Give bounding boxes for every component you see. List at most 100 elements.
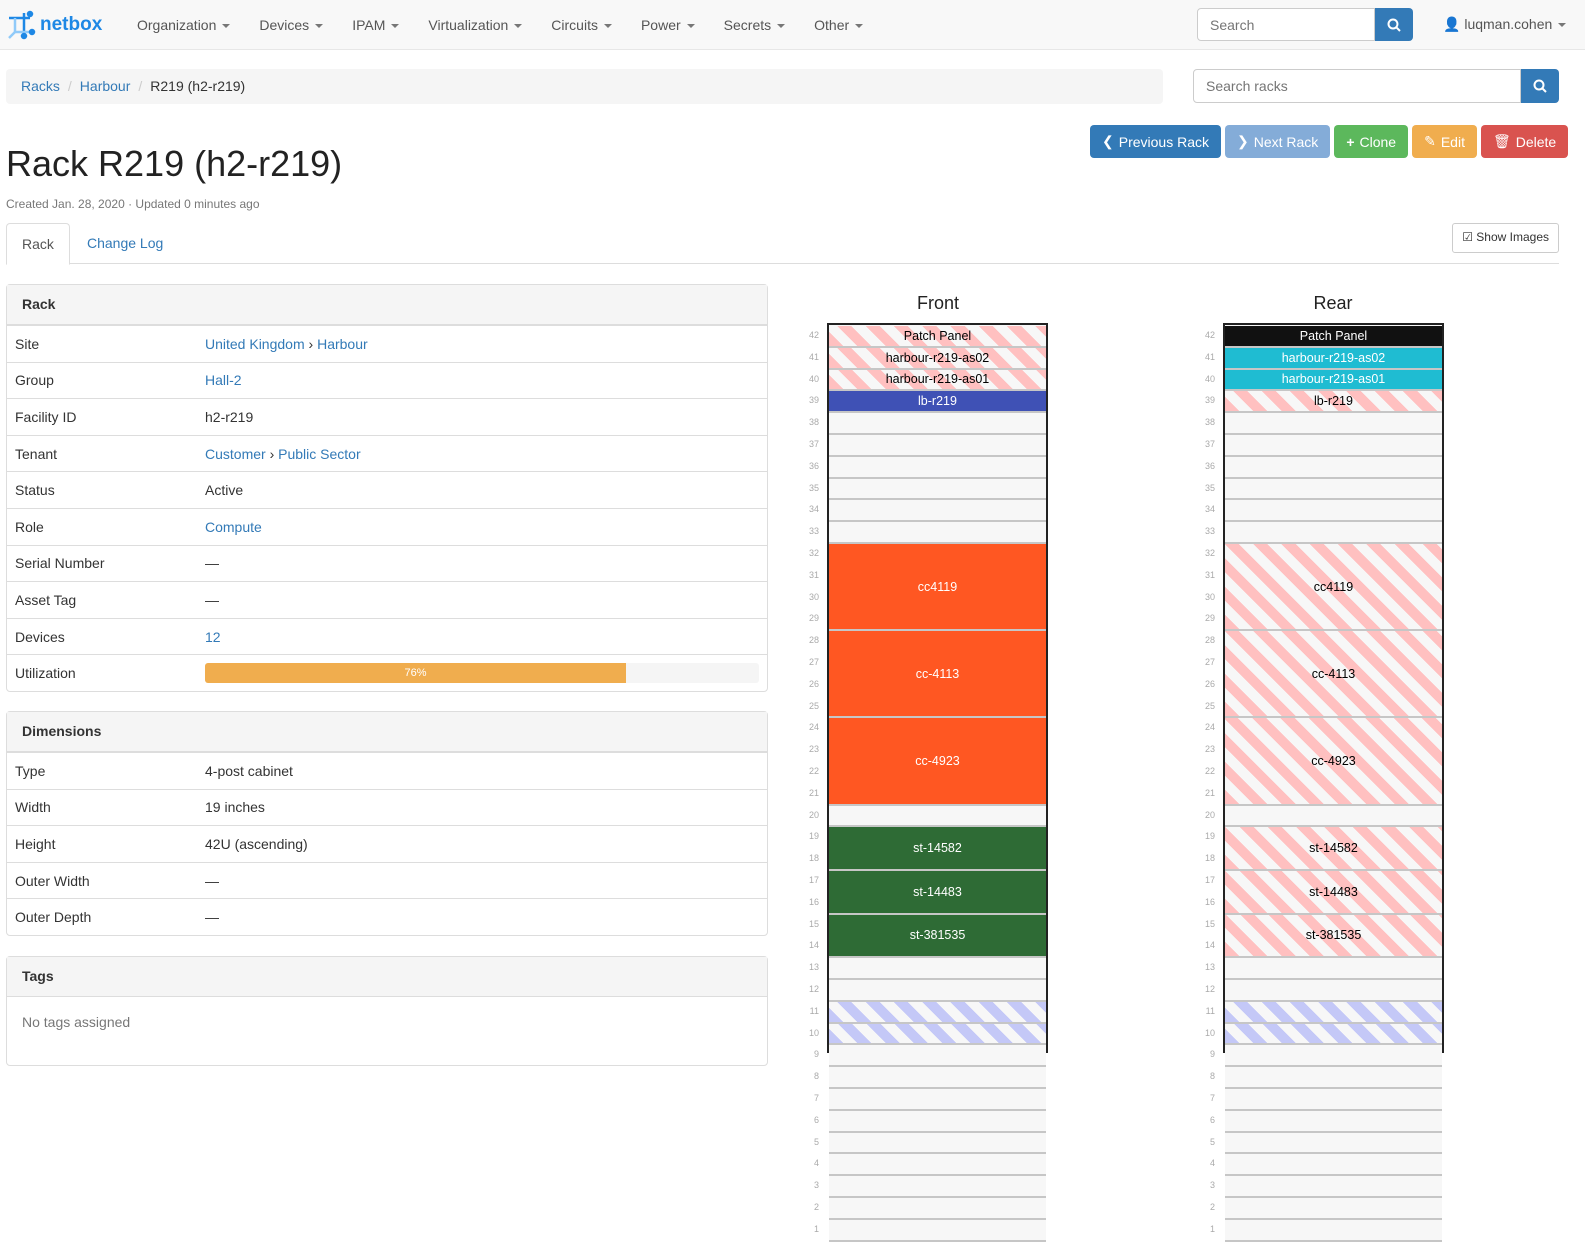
- rack-device[interactable]: lb-r219: [1225, 391, 1442, 414]
- delete-button[interactable]: 🗑 Delete: [1480, 125, 1569, 158]
- unit-number: 39: [1204, 395, 1215, 406]
- empty-unit[interactable]: [829, 500, 1046, 523]
- rack-device[interactable]: cc4119: [1225, 544, 1442, 632]
- reserved-unit[interactable]: [1225, 1001, 1442, 1024]
- breadcrumb-site[interactable]: Harbour: [79, 78, 131, 94]
- menu-organization[interactable]: Organization: [137, 17, 231, 33]
- empty-unit[interactable]: [1225, 1198, 1442, 1220]
- empty-unit[interactable]: [1225, 1045, 1442, 1068]
- rack-search-button[interactable]: [1521, 69, 1559, 103]
- empty-unit[interactable]: [1225, 478, 1442, 501]
- rack-device[interactable]: st-381535: [1225, 914, 1442, 959]
- empty-unit[interactable]: [1225, 1219, 1442, 1242]
- rack-device[interactable]: st-14483: [829, 871, 1046, 915]
- rack-device[interactable]: lb-r219: [829, 391, 1046, 414]
- unit-number: 1: [1209, 1223, 1215, 1234]
- reserved-unit[interactable]: [829, 1023, 1046, 1046]
- panel-heading: Dimensions: [7, 712, 767, 752]
- netbox-logo[interactable]: netbox: [6, 10, 136, 40]
- empty-unit[interactable]: [1225, 1110, 1442, 1133]
- empty-unit[interactable]: [829, 1198, 1046, 1220]
- tab-change-log[interactable]: Change Log: [87, 235, 164, 251]
- menu-virtualization[interactable]: Virtualization: [428, 17, 523, 33]
- rack-device[interactable]: cc4119: [829, 544, 1046, 632]
- rack-device[interactable]: cc-4923: [829, 718, 1046, 806]
- empty-unit[interactable]: [829, 1176, 1046, 1198]
- rack-device[interactable]: harbour-r219-as02: [829, 347, 1046, 370]
- tenant-group-link[interactable]: Customer: [205, 445, 266, 462]
- netbox-logo-icon: [8, 10, 36, 39]
- empty-unit[interactable]: [829, 958, 1046, 980]
- rear-title: Rear: [1313, 293, 1353, 313]
- empty-unit[interactable]: [1225, 805, 1442, 828]
- menu-secrets[interactable]: Secrets: [724, 17, 786, 33]
- empty-unit[interactable]: [829, 1067, 1046, 1089]
- rack-device[interactable]: cc-4923: [1225, 718, 1442, 806]
- menu-power[interactable]: Power: [641, 17, 695, 33]
- empty-unit[interactable]: [829, 1089, 1046, 1111]
- rack-device[interactable]: st-14582: [829, 827, 1046, 871]
- search-button[interactable]: [1375, 8, 1413, 41]
- rack-device[interactable]: st-14582: [1225, 827, 1442, 871]
- menu-devices[interactable]: Devices: [259, 17, 324, 33]
- empty-unit[interactable]: [1225, 456, 1442, 479]
- empty-unit[interactable]: [1225, 1154, 1442, 1177]
- utilization-bar: 76%: [205, 663, 759, 684]
- reserved-unit[interactable]: [1225, 1023, 1442, 1046]
- empty-unit[interactable]: [829, 1132, 1046, 1155]
- unit-number: 38: [1204, 417, 1215, 428]
- tab-rack[interactable]: Rack: [6, 223, 70, 265]
- empty-unit[interactable]: [1225, 958, 1442, 980]
- clone-button[interactable]: + Clone: [1334, 125, 1409, 158]
- empty-unit[interactable]: [829, 980, 1046, 1002]
- empty-unit[interactable]: [1225, 413, 1442, 435]
- rack-device[interactable]: st-14483: [1225, 871, 1442, 915]
- empty-unit[interactable]: [829, 456, 1046, 479]
- menu-other[interactable]: Other: [814, 17, 864, 33]
- menu-ipam[interactable]: IPAM: [352, 17, 400, 33]
- rack-search-input[interactable]: [1193, 69, 1521, 103]
- next-rack-button[interactable]: ❯ Next Rack: [1225, 125, 1331, 158]
- empty-unit[interactable]: [1225, 435, 1442, 457]
- empty-unit[interactable]: [829, 1154, 1046, 1177]
- devices-link[interactable]: 12: [205, 628, 221, 645]
- show-images-button[interactable]: ☑ Show Images: [1452, 223, 1559, 253]
- role-link[interactable]: Compute: [205, 518, 262, 535]
- global-search-input[interactable]: [1197, 8, 1375, 41]
- unit-number: 42: [1204, 330, 1215, 340]
- rack-device[interactable]: st-381535: [829, 914, 1046, 959]
- rack-device[interactable]: Patch Panel: [1225, 326, 1442, 348]
- empty-unit[interactable]: [829, 522, 1046, 544]
- breadcrumb-racks[interactable]: Racks: [21, 78, 60, 94]
- empty-unit[interactable]: [1225, 980, 1442, 1002]
- empty-unit[interactable]: [1225, 522, 1442, 544]
- previous-rack-button[interactable]: ❮ Previous Rack: [1090, 125, 1221, 158]
- user-menu[interactable]: 👤 luqman.cohen: [1443, 16, 1567, 33]
- rack-device[interactable]: cc-4113: [829, 631, 1046, 719]
- rack-device[interactable]: harbour-r219-as02: [1225, 347, 1442, 370]
- empty-unit[interactable]: [1225, 1176, 1442, 1198]
- empty-unit[interactable]: [829, 805, 1046, 828]
- tenant-link[interactable]: Public Sector: [278, 445, 361, 462]
- menu-circuits[interactable]: Circuits: [551, 17, 612, 33]
- site-link[interactable]: Harbour: [317, 335, 368, 352]
- empty-unit[interactable]: [1225, 500, 1442, 523]
- rack-device[interactable]: harbour-r219-as01: [829, 369, 1046, 392]
- empty-unit[interactable]: [829, 435, 1046, 457]
- region-link[interactable]: United Kingdom: [205, 335, 305, 352]
- rack-device[interactable]: harbour-r219-as01: [1225, 369, 1442, 392]
- edit-button[interactable]: ✎ Edit: [1412, 125, 1477, 158]
- empty-unit[interactable]: [829, 1045, 1046, 1068]
- rack-device[interactable]: cc-4113: [1225, 631, 1442, 719]
- empty-unit[interactable]: [829, 1110, 1046, 1133]
- rack-device[interactable]: Patch Panel: [829, 326, 1046, 348]
- empty-unit[interactable]: [829, 413, 1046, 435]
- empty-unit[interactable]: [829, 1219, 1046, 1242]
- empty-unit[interactable]: [1225, 1089, 1442, 1111]
- empty-unit[interactable]: [1225, 1067, 1442, 1089]
- reserved-unit[interactable]: [829, 1001, 1046, 1024]
- empty-unit[interactable]: [829, 478, 1046, 501]
- empty-unit[interactable]: [1225, 1132, 1442, 1155]
- group-link[interactable]: Hall-2: [205, 372, 242, 389]
- unit-number: 37: [1204, 439, 1215, 449]
